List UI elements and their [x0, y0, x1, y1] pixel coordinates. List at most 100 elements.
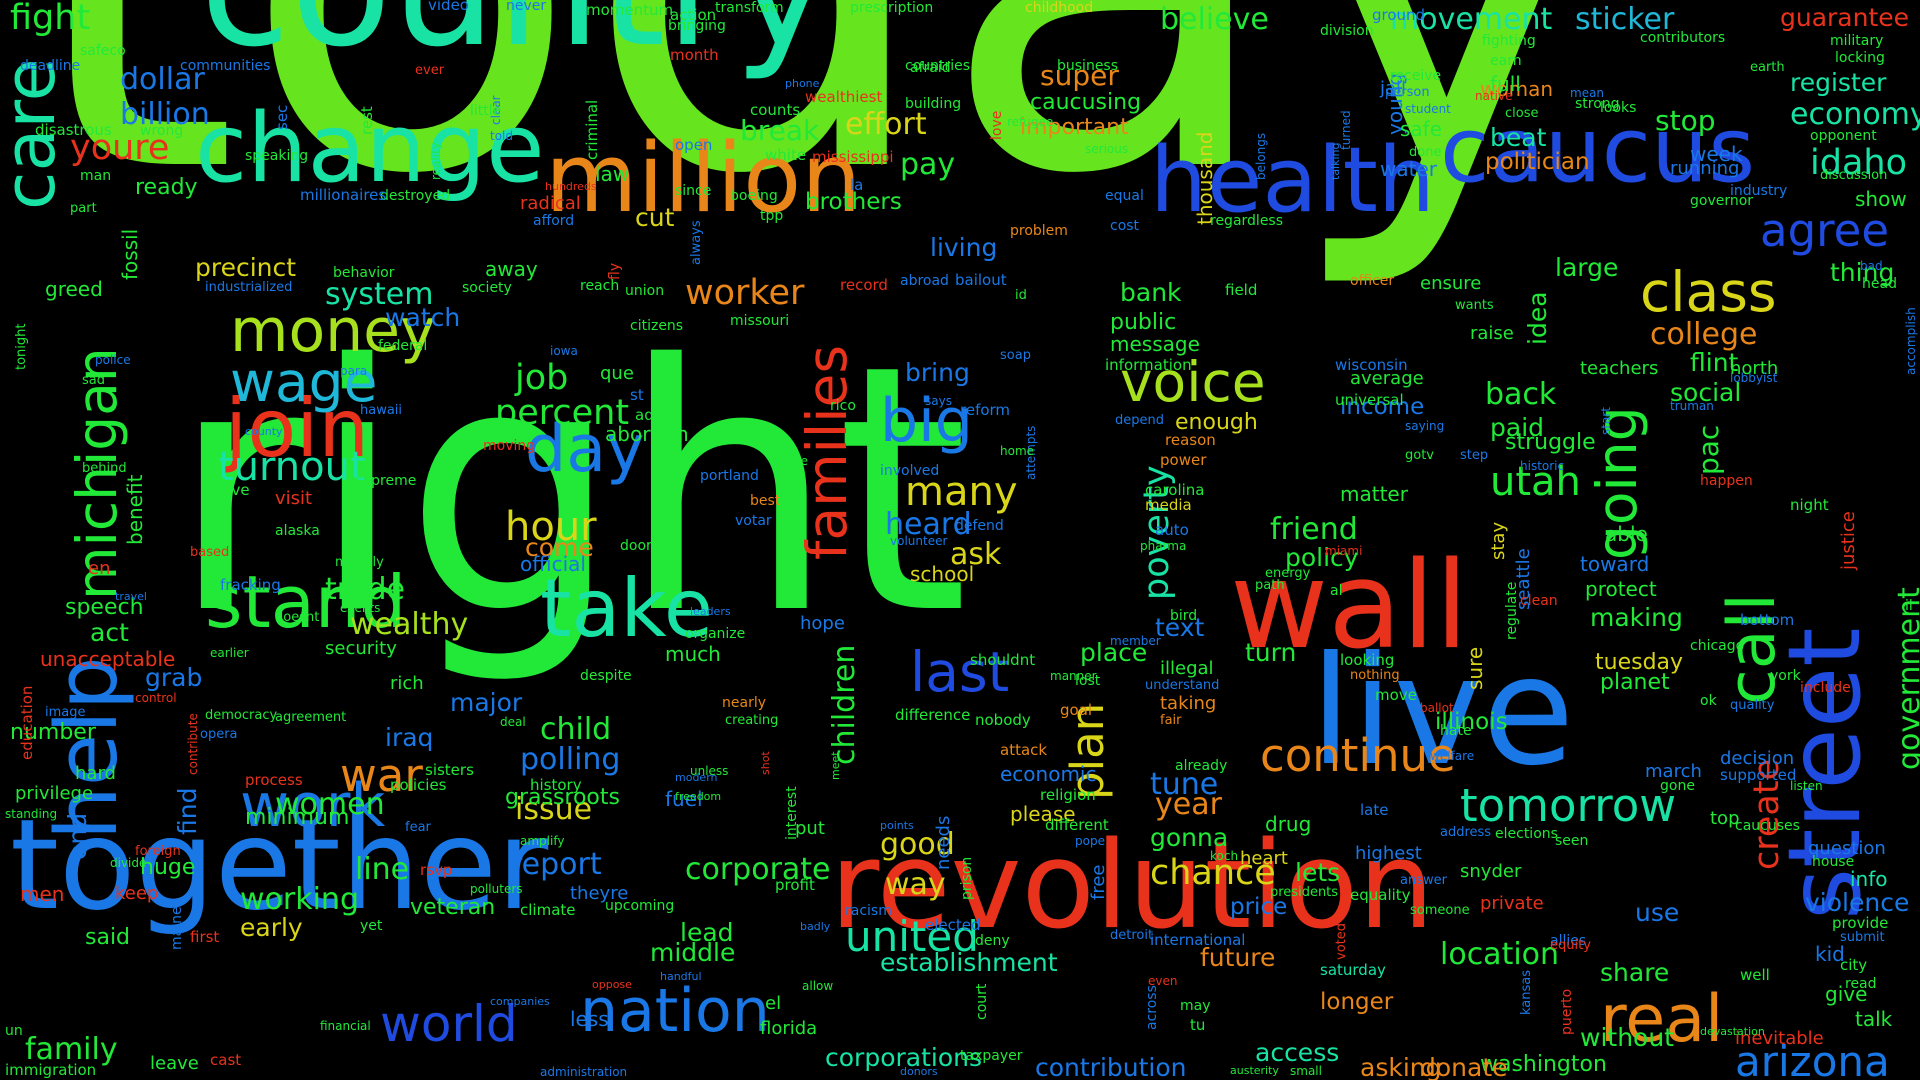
cloud-word-teachers: teachers: [1580, 358, 1659, 380]
cloud-word-industrialized: industrialized: [205, 280, 293, 296]
cloud-word-united: united: [845, 911, 979, 961]
cloud-word-rich: rich: [390, 673, 424, 695]
cloud-word-lead: lead: [680, 917, 734, 947]
cloud-word-inevitable: inevitable: [1735, 1028, 1824, 1050]
cloud-word-stay: stay: [1488, 521, 1509, 560]
cloud-word-since: since: [675, 182, 712, 199]
cloud-word-wall: wall: [1230, 536, 1469, 676]
cloud-word-greed: greed: [45, 276, 103, 301]
cloud-word-flint: flint: [1690, 347, 1739, 377]
cloud-word-hawaii: hawaii: [360, 403, 403, 419]
cloud-word-receive: receive: [1390, 67, 1442, 84]
cloud-word-despite: despite: [580, 667, 632, 684]
cloud-word-foreign: foreign: [135, 844, 181, 860]
cloud-word-seen: seen: [1555, 832, 1589, 849]
cloud-word-phone: phone: [785, 76, 820, 90]
cloud-word-price: price: [1230, 894, 1288, 921]
cloud-word-place: place: [1080, 637, 1148, 667]
cloud-word-involved: involved: [880, 462, 940, 479]
cloud-word-handful: handful: [660, 969, 702, 983]
cloud-word-percent: percent: [495, 393, 630, 434]
cloud-word-organize: organize: [685, 625, 746, 642]
cloud-word-families: families: [795, 345, 859, 560]
cloud-word-clean: clean: [1520, 592, 1558, 609]
cloud-word-media: media: [1145, 495, 1192, 514]
cloud-word-division: division: [1320, 22, 1374, 39]
cloud-word-earn: earn: [1490, 52, 1522, 69]
cloud-word-week: week: [1690, 141, 1743, 166]
cloud-word-country: country: [200, 0, 831, 70]
cloud-word-class: class: [1640, 259, 1777, 324]
cloud-word-cost: cost: [1110, 217, 1140, 234]
cloud-word-speaking: speaking: [245, 147, 309, 164]
cloud-word-today: today: [20, 0, 1612, 251]
cloud-word-raise: raise: [1470, 323, 1514, 345]
cloud-word-social: social: [1670, 377, 1742, 407]
cloud-word-maine: maine: [169, 906, 185, 950]
cloud-word-less: less: [570, 1006, 609, 1031]
cloud-word-never: never: [506, 0, 547, 14]
cloud-word-en: en: [88, 558, 111, 580]
cloud-word-theyre: theyre: [570, 883, 629, 905]
cloud-word-looking: looking: [1340, 650, 1395, 669]
cloud-word-caucus: caucus: [1440, 98, 1756, 204]
cloud-word-points: points: [880, 818, 914, 832]
cloud-word-caucusing: caucusing: [1030, 89, 1142, 115]
cloud-word-sad: sad: [82, 373, 105, 389]
cloud-word-wrong: wrong: [140, 122, 184, 139]
cloud-word-pope: pope: [1075, 834, 1105, 849]
cloud-word-afraid: afraid: [910, 59, 951, 76]
cloud-word-understand: understand: [1145, 678, 1220, 694]
cloud-word-someone: someone: [1410, 903, 1470, 919]
cloud-word-allow: allow: [802, 979, 834, 994]
cloud-word-minimum: minimum: [245, 804, 350, 830]
cloud-word-billion: billion: [120, 97, 210, 133]
cloud-word-show: show: [1855, 186, 1907, 211]
cloud-word-world: world: [380, 995, 518, 1053]
cloud-word-amplify: amplify: [520, 834, 565, 849]
cloud-word-tonight: tonight: [14, 323, 29, 371]
cloud-word-process: process: [245, 770, 303, 789]
cloud-word-illinois: illinois: [1435, 709, 1508, 736]
cloud-word-upcoming: upcoming: [605, 897, 675, 914]
cloud-word-running: running: [1670, 158, 1740, 180]
cloud-word-prison: prison: [959, 856, 975, 900]
cloud-word-change: change: [195, 94, 545, 205]
cloud-word-answer: answer: [1400, 873, 1447, 889]
cloud-word-include: include: [1800, 679, 1851, 696]
cloud-word-governor: governor: [1690, 192, 1754, 209]
cloud-word-refugee: refugee: [1007, 115, 1054, 130]
cloud-word-destroyed: destroyed: [380, 187, 451, 204]
cloud-word-bringing: bringing: [668, 17, 726, 34]
cloud-word-education: education: [18, 685, 36, 760]
cloud-word-wealthy: wealthy: [350, 607, 469, 643]
cloud-word-elections: elections: [1495, 825, 1558, 842]
cloud-word-act: act: [90, 617, 129, 647]
cloud-word-moving: moving: [483, 437, 536, 454]
cloud-word-leave: leave: [150, 1053, 199, 1075]
cloud-word-trade: trade: [325, 572, 405, 608]
cloud-word-wage: wage: [230, 349, 378, 414]
cloud-word-serious: serious: [1085, 142, 1129, 157]
cloud-word-work: work: [240, 770, 386, 841]
cloud-word-information: information: [1105, 355, 1192, 374]
cloud-word-reason: reason: [1165, 430, 1216, 449]
cloud-word-gonna: gonna: [1150, 822, 1229, 852]
cloud-word-stand: stand: [205, 559, 407, 644]
cloud-word-men: men: [20, 881, 65, 906]
cloud-word-unacceptable: unacceptable: [40, 646, 176, 671]
cloud-word-join: join: [225, 382, 370, 476]
cloud-word-back: back: [1485, 377, 1557, 413]
cloud-word-happen: happen: [1700, 472, 1753, 489]
cloud-word-snyder: snyder: [1460, 861, 1522, 883]
cloud-word-equality: equality: [1350, 885, 1411, 904]
cloud-word-beat: beat: [1490, 122, 1547, 152]
cloud-word-freedom: freedom: [675, 789, 722, 803]
cloud-word-hour: hour: [505, 504, 597, 551]
cloud-word-energy: energy: [1265, 566, 1311, 582]
cloud-word-away: away: [485, 256, 538, 281]
cloud-word-military: military: [1830, 32, 1884, 49]
cloud-word-polluters: polluters: [470, 882, 523, 897]
cloud-word-tuesday: tuesday: [1595, 649, 1684, 675]
cloud-word-deny: deny: [975, 932, 1010, 949]
